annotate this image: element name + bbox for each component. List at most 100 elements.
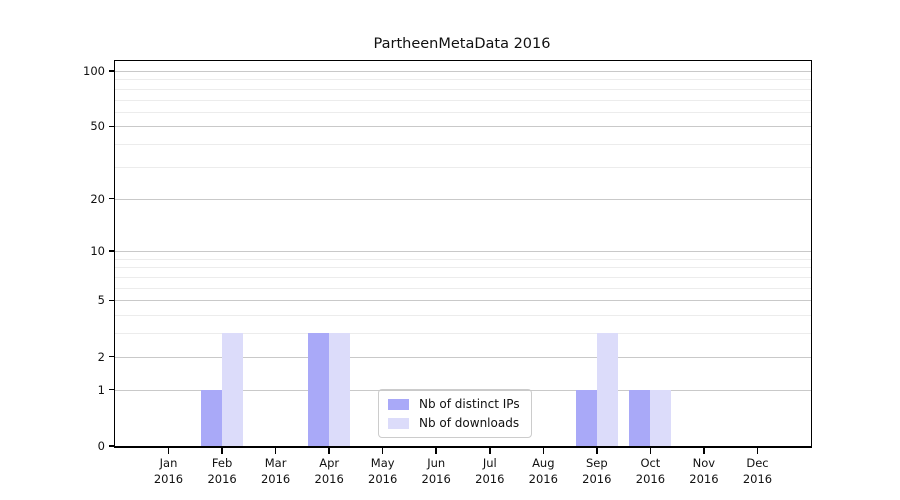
x-axis-label: Nov 2016 <box>676 455 732 487</box>
x-axis-label-year: 2016 <box>582 472 612 486</box>
y-axis-label: 50 <box>90 119 105 134</box>
y-axis-label: 100 <box>83 63 105 78</box>
bar-downloads <box>222 333 244 446</box>
x-axis-label-month: Jul <box>482 456 497 470</box>
x-axis-label-month: Apr <box>319 456 340 470</box>
x-axis-label-month: May <box>370 456 395 470</box>
x-axis-label-year: 2016 <box>635 472 666 486</box>
x-axis-tick <box>649 448 652 454</box>
x-axis-label-month: Feb <box>211 456 233 470</box>
x-axis-label-year: 2016 <box>260 472 291 486</box>
x-axis-label-year: 2016 <box>528 472 558 486</box>
y-axis-label: 20 <box>90 191 105 206</box>
x-axis-label: Jul 2016 <box>462 455 518 487</box>
x-axis-tick <box>489 448 491 454</box>
x-axis-label: Mar 2016 <box>248 455 304 487</box>
x-axis-tick <box>703 448 705 454</box>
minor-gridline <box>115 277 811 278</box>
x-axis-label-year: 2016 <box>368 472 398 486</box>
x-axis-label: Dec 2016 <box>730 455 786 487</box>
y-axis-label: 2 <box>97 349 105 364</box>
y-axis-label: 5 <box>97 293 105 308</box>
minor-gridline <box>115 111 811 113</box>
y-axis-label: 10 <box>90 244 105 259</box>
x-axis-label-year: 2016 <box>421 472 451 486</box>
x-axis-tick <box>221 448 223 454</box>
x-axis-label-month: Oct <box>640 456 661 470</box>
x-axis-label: Jun 2016 <box>408 455 464 487</box>
minor-gridline <box>115 99 811 101</box>
x-axis-label-month: Sep <box>585 456 608 470</box>
plot-area: Nb of distinct IPs Nb of downloads 0 1 2 5 1… <box>83 60 812 486</box>
y-axis-tick <box>109 445 114 447</box>
x-axis-label-month: Jun <box>427 456 446 470</box>
y-axis-tick <box>109 299 114 302</box>
bar-downloads <box>329 333 351 446</box>
y-axis-tick <box>109 250 114 252</box>
minor-gridline <box>115 315 811 317</box>
x-axis-tick <box>274 448 277 454</box>
y-axis-tick <box>109 197 114 200</box>
legend-swatch-downloads <box>388 417 409 429</box>
bar-distinct-ips <box>201 389 223 446</box>
x-axis-label-month: Nov <box>692 456 716 470</box>
x-axis-tick <box>542 448 545 454</box>
bar-distinct-ips <box>575 389 597 446</box>
y-axis-tick <box>109 70 114 72</box>
x-axis-label-month: Jan <box>159 456 178 470</box>
minor-gridline <box>115 144 811 146</box>
x-axis-label: Sep 2016 <box>569 455 625 487</box>
major-gridline <box>115 389 811 391</box>
x-axis-tick <box>167 448 170 454</box>
bar-downloads <box>596 333 618 446</box>
x-axis-label: Oct 2016 <box>622 455 678 487</box>
x-axis-label: Apr 2016 <box>301 455 357 487</box>
y-axis-label: 0 <box>97 439 105 453</box>
minor-gridline <box>115 287 811 289</box>
major-gridline <box>115 70 811 72</box>
x-axis-tick <box>756 448 759 454</box>
minor-gridline <box>115 166 811 168</box>
x-axis-tick <box>328 448 330 454</box>
x-axis-label: May 2016 <box>355 455 411 487</box>
x-axis-label: Aug 2016 <box>515 455 571 487</box>
x-axis-label-year: 2016 <box>314 472 344 486</box>
x-axis-label-month: Dec <box>746 456 769 470</box>
major-gridline <box>115 251 811 253</box>
x-axis-label: Jan 2016 <box>141 455 197 487</box>
minor-gridline <box>115 258 811 260</box>
bar-downloads <box>650 389 672 446</box>
x-axis-tick <box>381 448 384 454</box>
x-axis-label-year: 2016 <box>207 472 237 486</box>
major-gridline <box>115 126 811 128</box>
minor-gridline <box>115 267 811 269</box>
legend-label-distinct-ips: Nb of distinct IPs <box>419 397 520 411</box>
minor-gridline <box>115 79 811 81</box>
bar-distinct-ips <box>308 333 330 446</box>
legend-label-downloads: Nb of downloads <box>419 416 520 430</box>
x-axis-label-year: 2016 <box>475 472 505 486</box>
legend-swatch-distinct-ips <box>388 398 409 410</box>
y-axis-tick <box>109 388 114 391</box>
x-axis-label: Feb 2016 <box>194 455 250 487</box>
x-axis-label-year: 2016 <box>742 472 773 486</box>
major-gridline <box>115 198 811 200</box>
legend-item-distinct-ips: Nb of distinct IPs <box>388 397 520 411</box>
x-axis-tick <box>435 448 437 454</box>
chart-title: PartheenMetaData 2016 <box>373 36 551 52</box>
x-axis-label-year: 2016 <box>153 472 184 486</box>
minor-gridline <box>115 333 811 335</box>
legend-item-downloads: Nb of downloads <box>388 416 520 430</box>
legend: Nb of distinct IPs Nb of downloads <box>378 389 532 438</box>
major-gridline <box>115 356 811 358</box>
x-axis-label-year: 2016 <box>689 472 719 486</box>
minor-gridline <box>115 88 811 90</box>
y-axis-tick <box>109 125 114 128</box>
x-axis-tick <box>596 448 598 454</box>
y-axis-label: 1 <box>97 382 105 397</box>
x-axis-label-month: Mar <box>264 456 287 470</box>
y-axis-tick <box>109 355 114 358</box>
major-gridline <box>115 300 811 302</box>
bar-distinct-ips <box>629 389 651 446</box>
